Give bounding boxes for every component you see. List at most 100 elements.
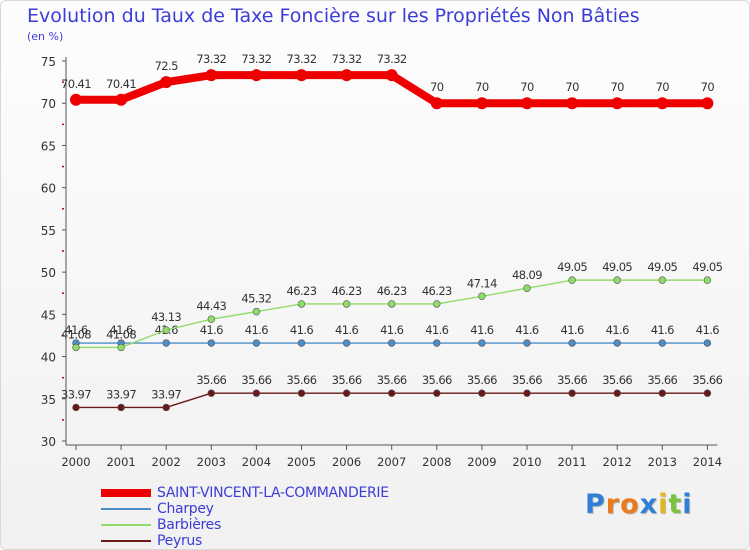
chart-title: Evolution du Taux de Taxe Foncière sur l…: [27, 5, 640, 27]
data-label: 73.32: [332, 52, 362, 66]
data-point: [162, 326, 170, 334]
y-tick-label: 40: [41, 351, 56, 365]
logo-letter: t: [668, 489, 683, 520]
x-tick-label: 2011: [557, 455, 586, 469]
data-point: [703, 339, 712, 347]
legend-label: Charpey: [157, 501, 214, 517]
data-point: [160, 76, 173, 89]
data-label: 46.23: [287, 284, 317, 298]
legend-swatch: [101, 524, 151, 526]
x-tick-label: 2008: [422, 455, 451, 469]
data-point: [117, 403, 125, 412]
data-point: [342, 389, 351, 397]
data-label: 41.6: [606, 323, 629, 337]
data-point: [297, 339, 306, 347]
x-tick-label: 2014: [693, 455, 722, 469]
data-point: [430, 97, 443, 110]
x-tick-label: 2000: [61, 455, 90, 469]
data-label: 70: [610, 80, 624, 94]
legend-label: SAINT-VINCENT-LA-COMMANDERIE: [157, 485, 389, 501]
data-point: [613, 339, 621, 347]
data-label: 41.08: [106, 327, 136, 341]
data-point: [703, 389, 712, 397]
data-label: 73.32: [287, 52, 317, 66]
data-label: 46.23: [422, 284, 452, 298]
data-label: 70: [475, 80, 489, 94]
data-label: 49.05: [647, 260, 677, 274]
data-point: [162, 339, 170, 347]
data-point: [523, 389, 531, 397]
logo-letter: x: [639, 489, 659, 520]
data-label: 35.66: [557, 373, 587, 387]
data-point: [433, 389, 441, 397]
data-label: 47.14: [467, 276, 497, 290]
x-tick-label: 2005: [287, 455, 316, 469]
y-tick-label: 60: [41, 182, 56, 196]
data-label: 35.66: [241, 373, 271, 387]
data-point: [568, 276, 576, 284]
data-label: 48.09: [512, 268, 542, 282]
data-point: [342, 339, 351, 347]
data-label: 35.66: [512, 373, 542, 387]
x-tick-label: 2003: [197, 455, 226, 469]
data-point: [613, 389, 621, 397]
data-label: 46.23: [377, 284, 407, 298]
data-point: [295, 69, 308, 82]
data-point: [340, 69, 353, 82]
data-label: 70: [430, 80, 444, 94]
data-point: [297, 389, 306, 397]
data-label: 33.97: [151, 387, 181, 401]
logo-letter: i: [658, 489, 669, 520]
data-point: [252, 389, 261, 397]
data-label: 35.66: [422, 373, 452, 387]
y-tick-label: 65: [41, 139, 56, 153]
data-label: 35.66: [602, 373, 632, 387]
data-point: [207, 339, 216, 347]
data-label: 41.6: [651, 323, 674, 337]
data-label: 41.08: [61, 327, 91, 341]
data-point: [207, 315, 216, 323]
data-label: 33.97: [61, 387, 91, 401]
data-label: 70.41: [106, 77, 136, 91]
logo-letter: r: [605, 489, 621, 520]
legend-swatch: [101, 508, 151, 510]
data-label: 35.66: [332, 373, 362, 387]
data-point: [385, 69, 398, 82]
data-label: 49.05: [557, 260, 587, 274]
data-point: [658, 276, 666, 284]
data-point: [701, 97, 714, 110]
data-label: 35.66: [647, 373, 677, 387]
data-point: [523, 339, 531, 347]
x-tick-label: 2013: [648, 455, 677, 469]
legend-label: Peyrus: [157, 533, 202, 549]
data-label: 72.5: [155, 59, 178, 73]
data-label: 73.32: [377, 52, 407, 66]
data-point: [433, 339, 441, 347]
data-point: [207, 389, 216, 397]
data-point: [388, 389, 396, 397]
data-point: [568, 339, 576, 347]
x-tick-label: 2007: [377, 455, 406, 469]
data-label: 35.66: [196, 373, 226, 387]
data-point: [523, 284, 531, 292]
data-point: [566, 97, 579, 110]
data-point: [297, 300, 306, 308]
data-label: 45.32: [241, 292, 271, 306]
x-tick-label: 2010: [512, 455, 541, 469]
y-tick-label: 45: [41, 308, 56, 322]
x-tick-label: 2004: [242, 455, 271, 469]
data-point: [252, 307, 261, 316]
data-label: 41.6: [245, 323, 268, 337]
data-point: [658, 339, 666, 347]
legend-swatch: [101, 489, 151, 497]
data-point: [388, 339, 396, 347]
data-point: [162, 403, 170, 412]
legend-label: Barbières: [157, 517, 221, 533]
data-point: [568, 389, 576, 397]
data-label: 41.6: [64, 323, 87, 337]
data-label: 41.6: [335, 323, 358, 337]
data-label: 41.6: [290, 323, 313, 337]
data-point: [388, 300, 396, 308]
data-label: 46.23: [332, 284, 362, 298]
